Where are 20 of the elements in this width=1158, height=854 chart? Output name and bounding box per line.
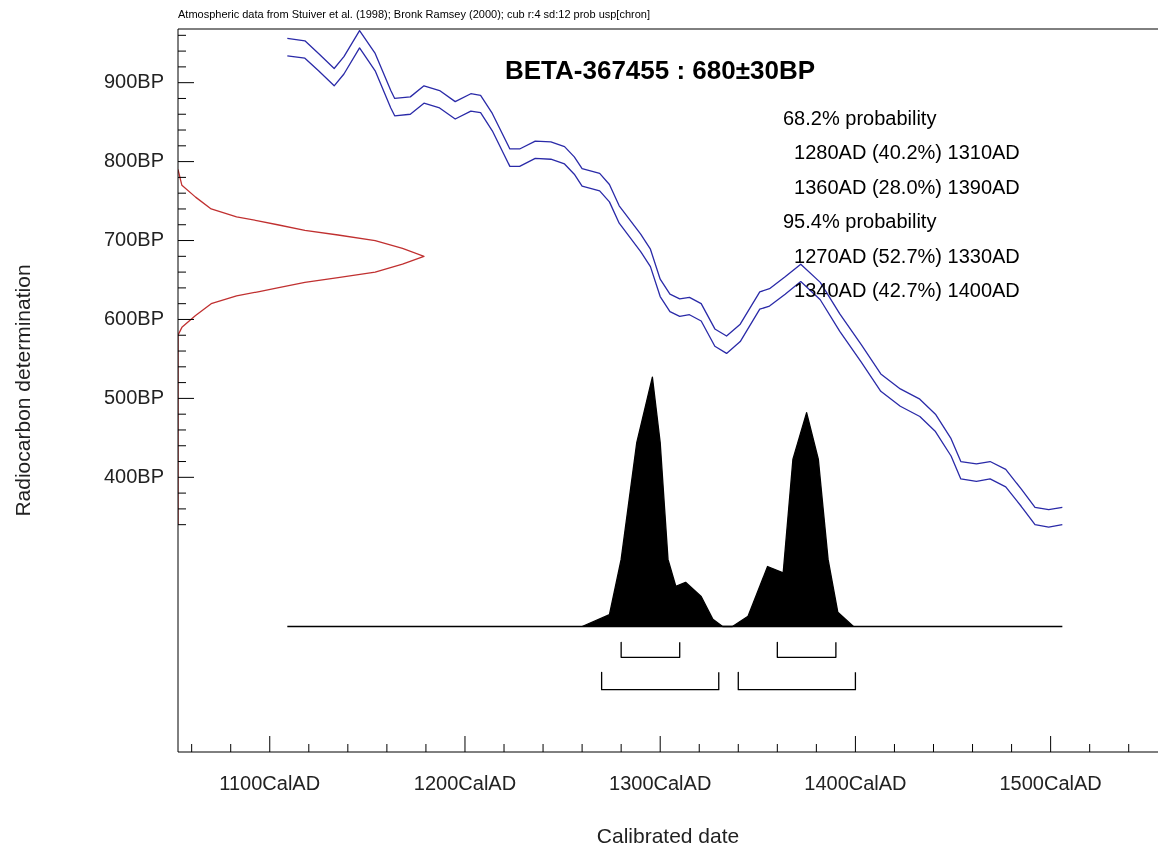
- annotation: 1280AD (40.2%) 1310AD: [783, 141, 1020, 164]
- y-tick-label: 400BP: [103, 464, 164, 487]
- annotation: 1360AD (28.0%) 1390AD: [783, 175, 1020, 198]
- text: BETA-367455 : 680±30BP: [504, 55, 816, 86]
- x-tick-label: 1300CalAD: [609, 771, 712, 794]
- x-tick-label: 1200CalAD: [413, 771, 517, 794]
- x-tick-label: 1100CalAD: [219, 771, 321, 794]
- text: Atmospheric data from Stuiver et al. (1998); Bronk Ramsey (2000); cub r:4 sd:12 prob usp[chron]: [178, 8, 651, 21]
- y-tick-label: 500BP: [103, 385, 164, 408]
- y-tick-label: 900BP: [103, 70, 164, 93]
- y-tick-label: 700BP: [103, 228, 164, 251]
- x-tick-label: 1500CalAD: [999, 771, 1102, 794]
- annotation: 1270AD (52.7%) 1330AD: [783, 244, 1020, 267]
- x-axis-title: Calibrated date: [596, 824, 740, 848]
- annotation: 95.4% probability: [783, 210, 937, 233]
- annotation: 68.2% probability: [783, 106, 937, 129]
- y-tick-label: 800BP: [103, 149, 164, 172]
- x-tick-label: 1400CalAD: [804, 771, 907, 794]
- y-axis-title: Radiocarbon determination: [11, 264, 35, 517]
- y-tick-label: 600BP: [103, 306, 164, 329]
